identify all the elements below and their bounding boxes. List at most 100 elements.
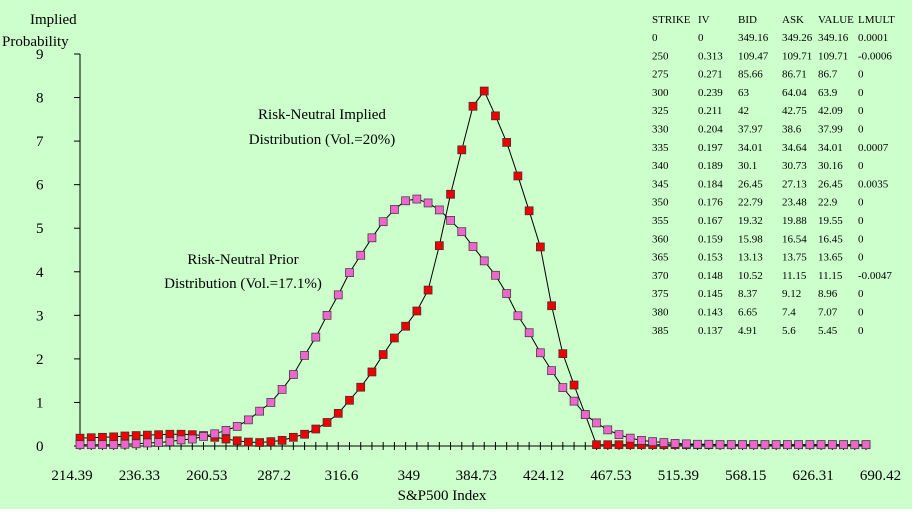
series-2-point: [625, 433, 635, 443]
series-1-point: [333, 408, 343, 418]
table-cell: 11.15: [782, 270, 807, 282]
series-2-point: [120, 439, 130, 449]
table-cell: 13.13: [738, 252, 763, 264]
series-2-point: [839, 440, 848, 450]
series-1-point: [423, 285, 433, 295]
table-cell: 0.143: [698, 307, 723, 319]
table-cell: 19.88: [782, 215, 807, 227]
y-tick-label: 1: [36, 395, 44, 411]
table-cell: 6.65: [738, 307, 758, 319]
table-cell: 85.66: [738, 69, 763, 81]
series-2-point: [783, 440, 792, 450]
table-header-cell: VALUE: [818, 14, 854, 26]
table-cell: -0.0006: [858, 50, 892, 62]
table-cell: 8.37: [738, 288, 758, 300]
series-1-point: [98, 432, 107, 442]
table-cell: 380: [652, 307, 669, 319]
table-cell: 42.09: [818, 105, 843, 117]
annotation-prior-line2: Distribution (Vol.=17.1%): [164, 276, 322, 292]
table-cell: 0.137: [698, 325, 723, 337]
series-2-point: [266, 398, 276, 407]
series-2-point: [210, 429, 220, 439]
annotation-prior-line1: Risk-Neutral Prior: [187, 252, 298, 268]
series-1-point: [524, 206, 534, 216]
table-cell: 0: [858, 105, 864, 117]
series-1-point: [592, 440, 601, 450]
table-cell: 0.153: [698, 252, 723, 264]
table-cell: 0.239: [698, 87, 723, 99]
series-2-point: [693, 439, 702, 449]
table-cell: 30.1: [738, 160, 757, 172]
table-cell: 37.97: [738, 124, 763, 136]
y-tick-label: 5: [36, 221, 44, 237]
table-header-cell: IV: [698, 14, 710, 26]
series-2-point: [143, 438, 152, 448]
table-cell: 13.75: [782, 252, 807, 264]
table-cell: 109.47: [738, 50, 769, 62]
series-1-point: [434, 241, 444, 250]
x-axis-title: S&P500 Index: [398, 488, 487, 504]
series-2-point: [580, 410, 590, 419]
y-tick-label: 3: [36, 308, 44, 324]
series-1-point: [165, 429, 175, 439]
table-cell: 26.45: [818, 178, 843, 190]
table-cell: 0: [858, 87, 864, 99]
table-cell: 0: [698, 32, 704, 44]
table-cell: 349.16: [738, 32, 769, 44]
series-2-point: [502, 289, 512, 298]
table-cell: 300: [652, 87, 669, 99]
series-2-point: [401, 196, 410, 206]
table-cell: 0: [858, 325, 864, 337]
table-cell: 23.48: [782, 197, 807, 209]
x-tick-label: 349: [398, 468, 421, 484]
series-2-point: [524, 328, 534, 338]
table-cell: 0.148: [698, 270, 723, 282]
table-cell: 370: [652, 270, 669, 282]
series-1-point: [401, 321, 410, 331]
series-2-point: [816, 440, 826, 450]
series-2-point: [199, 432, 208, 441]
series-2-point: [86, 440, 96, 450]
table-cell: 0: [858, 69, 864, 81]
series-2-point: [187, 434, 197, 444]
series-1-point: [536, 242, 545, 252]
series-2-point: [322, 310, 332, 320]
table-cell: 34.01: [738, 142, 763, 154]
x-tick-label: 424.12: [523, 468, 564, 484]
series-1-point: [131, 431, 141, 440]
series-2-point: [154, 438, 163, 447]
series-2-point: [614, 430, 624, 440]
table-cell: 5.45: [818, 325, 838, 337]
series-2-point: [311, 332, 321, 342]
table-cell: 13.65: [818, 252, 843, 264]
series-2-point: [176, 435, 186, 445]
table-cell: 22.9: [818, 197, 838, 209]
series-2-point: [98, 440, 107, 450]
table-cell: 0.0001: [858, 32, 888, 44]
series-1-point: [221, 434, 231, 444]
table-cell: 0.0035: [858, 178, 889, 190]
table-cell: 10.52: [738, 270, 763, 282]
table-cell: 30.16: [818, 160, 843, 172]
series-1-point: [300, 429, 309, 439]
y-axis-title-line: Probability: [2, 34, 69, 50]
y-tick-label: 2: [36, 352, 44, 368]
y-tick-label: 6: [36, 178, 44, 194]
table-cell: 0.184: [698, 178, 723, 190]
table-cell: 0.271: [698, 69, 723, 81]
table-cell: 360: [652, 233, 669, 245]
series-2-point: [827, 440, 837, 450]
series-2-point: [423, 198, 433, 208]
table-cell: 19.55: [818, 215, 843, 227]
series-1-point: [378, 350, 388, 359]
table-cell: 0: [858, 307, 864, 319]
series-2-point: [288, 370, 298, 379]
table-cell: 109.71: [818, 50, 848, 62]
series-2-point: [569, 396, 579, 406]
table-cell: 34.01: [818, 142, 843, 154]
table-cell: 0: [652, 32, 658, 44]
x-tick-label: 626.31: [792, 468, 833, 484]
annotation-implied-line1: Risk-Neutral Implied: [258, 107, 386, 123]
table-cell: 365: [652, 252, 669, 264]
